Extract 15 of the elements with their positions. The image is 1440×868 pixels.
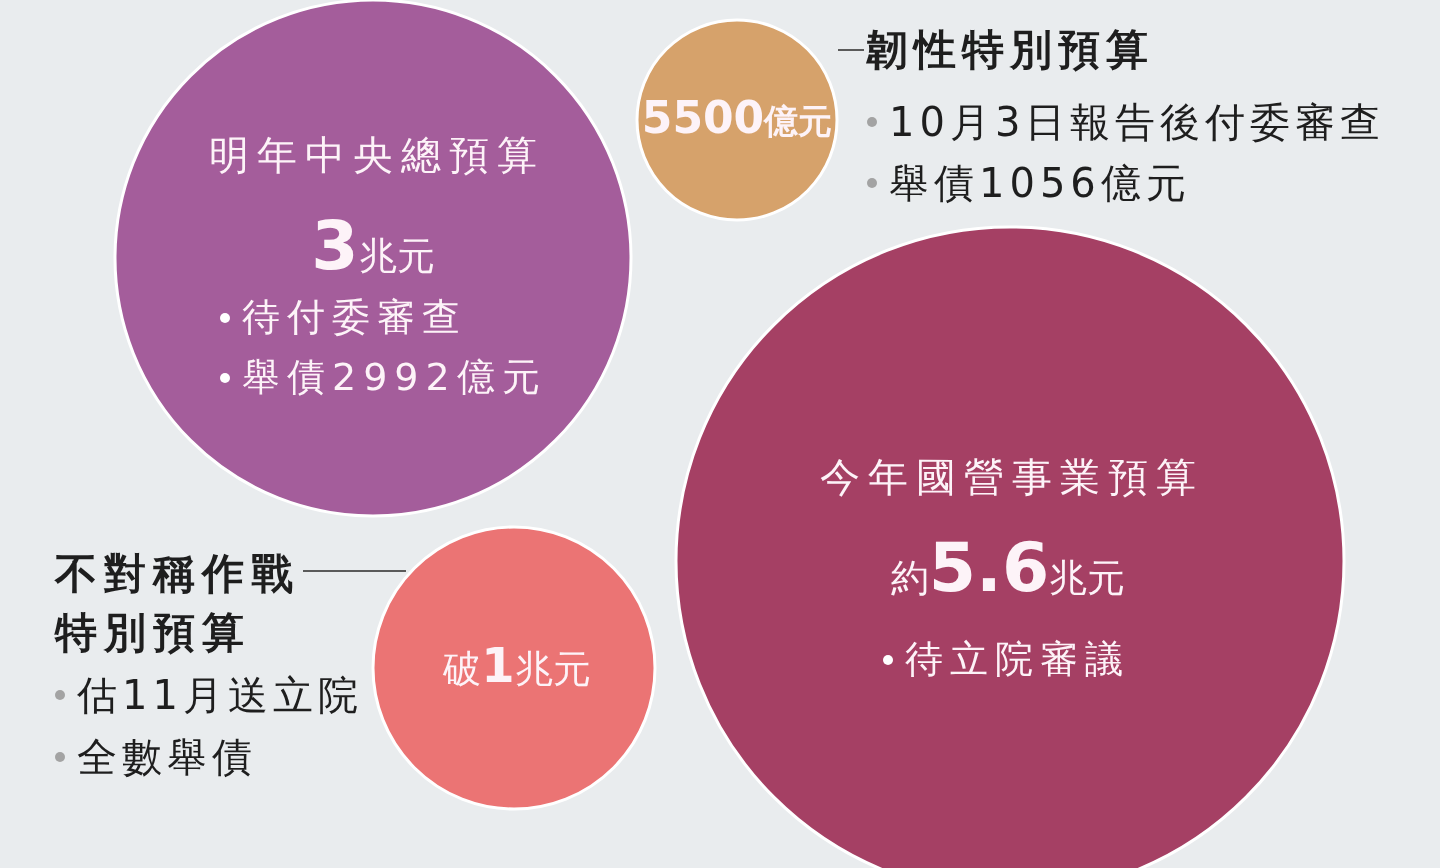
category-label: 今年國營事業預算 xyxy=(819,453,1204,501)
category-label: 明年中央總預算 xyxy=(208,131,545,179)
text: 全數舉債 xyxy=(77,733,257,782)
text: 估11月送立院 xyxy=(77,671,363,720)
category-label: 韌性特別預算 xyxy=(866,24,1154,76)
data-label: 破1兆元 xyxy=(443,637,591,693)
text: 舉債2992億元 xyxy=(242,354,547,402)
text: 待付委審查 xyxy=(242,294,467,342)
data-label: 5500億元 xyxy=(641,92,833,143)
data-label: 約5.6兆元 xyxy=(890,528,1126,607)
text: 10月3日報告後付委審查 xyxy=(889,98,1386,147)
text: 待立院審議 xyxy=(905,636,1130,684)
data-label: 3兆元 xyxy=(311,206,435,285)
text: 舉債1056億元 xyxy=(889,159,1191,208)
category-label: 不對稱作戰特別預算 xyxy=(55,547,301,659)
